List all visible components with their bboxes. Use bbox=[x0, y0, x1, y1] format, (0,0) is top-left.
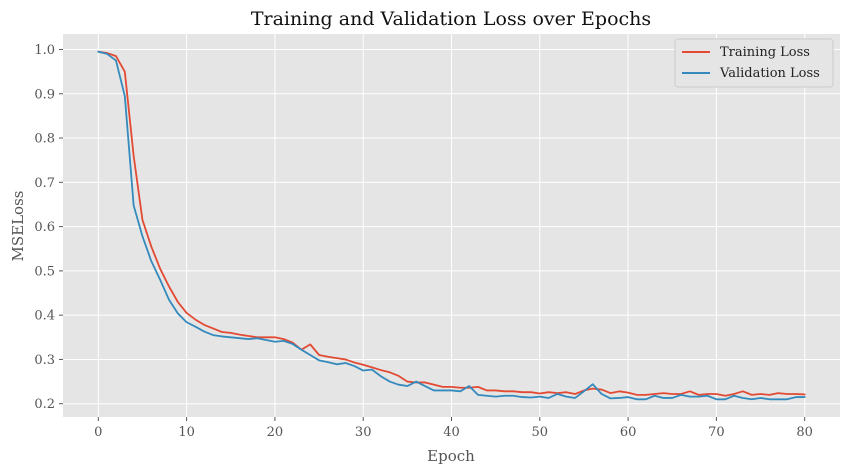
x-tick-label: 60 bbox=[620, 425, 637, 440]
validation-loss-line bbox=[97, 50, 806, 401]
y-tick-label: 0.7 bbox=[34, 176, 55, 191]
chart-title: Training and Validation Loss over Epochs bbox=[251, 8, 651, 30]
y-tick-label: 0.3 bbox=[34, 353, 55, 368]
y-tick-label: 0.8 bbox=[34, 132, 55, 147]
x-tick-label: 50 bbox=[532, 425, 549, 440]
x-ticks: 0 10 20 30 40 50 60 70 80 bbox=[94, 417, 813, 440]
y-tick-label: 0.6 bbox=[34, 220, 55, 235]
legend-box bbox=[674, 38, 834, 88]
y-tick-label: 0.5 bbox=[34, 264, 55, 279]
legend-label-validation: Validation Loss bbox=[719, 66, 820, 81]
x-tick-label: 40 bbox=[443, 425, 460, 440]
grid-lines bbox=[63, 34, 840, 417]
y-tick-label: 0.9 bbox=[34, 87, 55, 102]
series-lines bbox=[97, 50, 806, 401]
x-tick-label: 70 bbox=[708, 425, 725, 440]
x-tick-label: 80 bbox=[796, 425, 813, 440]
training-loss-line bbox=[97, 50, 806, 397]
x-tick-label: 0 bbox=[94, 425, 102, 440]
x-axis-label: Epoch bbox=[427, 447, 475, 465]
x-tick-label: 20 bbox=[267, 425, 284, 440]
legend: Training Loss Validation Loss bbox=[674, 38, 834, 88]
x-tick-label: 10 bbox=[178, 425, 195, 440]
y-tick-label: 1.0 bbox=[34, 43, 55, 58]
x-tick-label: 30 bbox=[355, 425, 372, 440]
y-tick-label: 0.2 bbox=[34, 397, 55, 412]
legend-label-training: Training Loss bbox=[720, 45, 810, 60]
y-ticks: 0.2 0.3 0.4 0.5 0.6 0.7 0.8 0.9 1.0 bbox=[34, 43, 63, 412]
y-axis-label: MSELoss bbox=[9, 191, 27, 262]
y-tick-label: 0.4 bbox=[34, 309, 55, 324]
watermark: CSDN @矩阵猫咪 bbox=[732, 452, 838, 467]
